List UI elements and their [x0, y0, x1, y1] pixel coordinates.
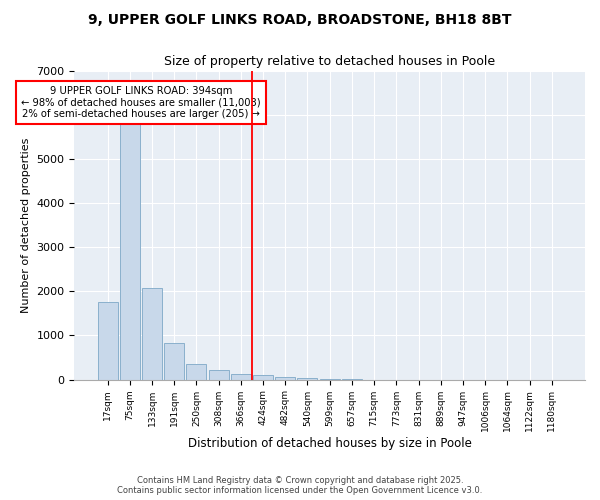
Bar [98, 302, 118, 380]
Bar [164, 343, 184, 380]
Bar [142, 288, 162, 380]
Bar [231, 374, 251, 380]
Text: Contains HM Land Registry data © Crown copyright and database right 2025.
Contai: Contains HM Land Registry data © Crown c… [118, 476, 482, 495]
Bar [275, 376, 295, 380]
Y-axis label: Number of detached properties: Number of detached properties [21, 138, 31, 313]
X-axis label: Distribution of detached houses by size in Poole: Distribution of detached houses by size … [188, 437, 472, 450]
Title: Size of property relative to detached houses in Poole: Size of property relative to detached ho… [164, 55, 495, 68]
Bar [187, 364, 206, 380]
Bar [209, 370, 229, 380]
Bar [320, 378, 340, 380]
Bar [298, 378, 317, 380]
Bar [120, 124, 140, 380]
Bar [253, 375, 273, 380]
Text: 9 UPPER GOLF LINKS ROAD: 394sqm
← 98% of detached houses are smaller (11,003)
2%: 9 UPPER GOLF LINKS ROAD: 394sqm ← 98% of… [21, 86, 260, 119]
Text: 9, UPPER GOLF LINKS ROAD, BROADSTONE, BH18 8BT: 9, UPPER GOLF LINKS ROAD, BROADSTONE, BH… [88, 12, 512, 26]
